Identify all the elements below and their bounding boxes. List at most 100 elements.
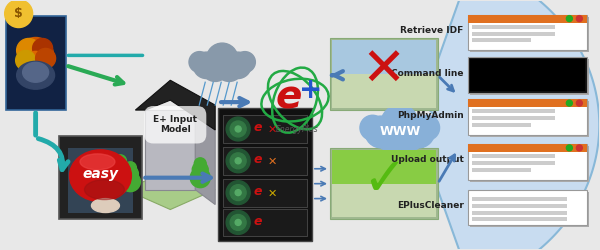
FancyBboxPatch shape bbox=[467, 58, 587, 93]
Text: ✕: ✕ bbox=[268, 125, 277, 135]
Circle shape bbox=[16, 50, 35, 70]
Circle shape bbox=[403, 116, 434, 148]
Circle shape bbox=[415, 115, 440, 140]
FancyBboxPatch shape bbox=[467, 14, 587, 22]
Circle shape bbox=[122, 166, 139, 182]
FancyBboxPatch shape bbox=[68, 148, 133, 212]
Text: ✕: ✕ bbox=[362, 44, 406, 96]
Circle shape bbox=[190, 168, 210, 188]
Circle shape bbox=[235, 52, 256, 72]
Circle shape bbox=[215, 54, 243, 82]
Circle shape bbox=[22, 52, 50, 79]
FancyBboxPatch shape bbox=[470, 59, 589, 95]
Circle shape bbox=[35, 48, 56, 68]
FancyBboxPatch shape bbox=[472, 32, 556, 36]
Text: $: $ bbox=[14, 7, 23, 20]
Circle shape bbox=[566, 145, 572, 151]
Text: e: e bbox=[254, 185, 262, 198]
Circle shape bbox=[235, 126, 241, 132]
FancyBboxPatch shape bbox=[330, 38, 437, 110]
FancyBboxPatch shape bbox=[467, 99, 587, 135]
FancyBboxPatch shape bbox=[472, 24, 556, 28]
Ellipse shape bbox=[70, 150, 131, 202]
Circle shape bbox=[193, 52, 220, 78]
Circle shape bbox=[374, 118, 408, 152]
Circle shape bbox=[577, 16, 583, 22]
FancyBboxPatch shape bbox=[472, 210, 568, 214]
Circle shape bbox=[226, 117, 250, 141]
FancyBboxPatch shape bbox=[332, 150, 436, 184]
Polygon shape bbox=[195, 110, 215, 204]
Ellipse shape bbox=[91, 198, 119, 212]
FancyBboxPatch shape bbox=[470, 16, 589, 52]
FancyBboxPatch shape bbox=[467, 190, 587, 226]
FancyBboxPatch shape bbox=[472, 116, 556, 120]
Text: EPlusCleaner: EPlusCleaner bbox=[397, 201, 464, 210]
FancyBboxPatch shape bbox=[5, 16, 65, 110]
Text: Upload output: Upload output bbox=[391, 155, 464, 164]
FancyBboxPatch shape bbox=[223, 147, 307, 175]
Circle shape bbox=[360, 115, 385, 140]
Circle shape bbox=[226, 210, 250, 234]
Circle shape bbox=[577, 100, 583, 106]
Circle shape bbox=[206, 43, 238, 74]
Text: e: e bbox=[254, 215, 262, 228]
FancyBboxPatch shape bbox=[198, 176, 202, 188]
FancyBboxPatch shape bbox=[218, 108, 312, 241]
Circle shape bbox=[230, 214, 246, 230]
Circle shape bbox=[381, 105, 419, 142]
FancyBboxPatch shape bbox=[332, 40, 436, 108]
FancyBboxPatch shape bbox=[467, 99, 587, 107]
Circle shape bbox=[121, 172, 140, 192]
Circle shape bbox=[391, 118, 425, 152]
FancyBboxPatch shape bbox=[472, 218, 568, 222]
Text: ✓: ✓ bbox=[362, 154, 406, 206]
FancyBboxPatch shape bbox=[472, 154, 556, 158]
Text: easy: easy bbox=[82, 167, 118, 181]
FancyBboxPatch shape bbox=[472, 196, 568, 200]
Circle shape bbox=[194, 158, 206, 170]
FancyBboxPatch shape bbox=[467, 144, 587, 152]
Polygon shape bbox=[422, 0, 599, 250]
Polygon shape bbox=[136, 80, 215, 130]
Ellipse shape bbox=[80, 154, 115, 170]
FancyBboxPatch shape bbox=[467, 144, 587, 180]
FancyBboxPatch shape bbox=[223, 115, 307, 143]
Polygon shape bbox=[145, 110, 195, 190]
Circle shape bbox=[17, 38, 53, 73]
FancyBboxPatch shape bbox=[118, 173, 122, 185]
Ellipse shape bbox=[85, 180, 124, 200]
Circle shape bbox=[230, 121, 246, 137]
Polygon shape bbox=[125, 170, 215, 209]
Text: e: e bbox=[254, 153, 262, 166]
Circle shape bbox=[112, 159, 128, 175]
Circle shape bbox=[577, 145, 583, 151]
Circle shape bbox=[192, 162, 208, 178]
Ellipse shape bbox=[17, 61, 55, 89]
FancyBboxPatch shape bbox=[470, 59, 586, 91]
Text: ✕: ✕ bbox=[268, 157, 277, 167]
Circle shape bbox=[226, 149, 250, 173]
Circle shape bbox=[226, 181, 250, 204]
Text: e: e bbox=[254, 122, 262, 134]
Text: WWW: WWW bbox=[379, 126, 421, 138]
Circle shape bbox=[235, 190, 241, 196]
Circle shape bbox=[365, 116, 397, 148]
Text: e: e bbox=[276, 78, 302, 116]
Circle shape bbox=[230, 185, 246, 200]
FancyBboxPatch shape bbox=[332, 150, 436, 218]
Circle shape bbox=[230, 153, 246, 169]
FancyBboxPatch shape bbox=[330, 148, 437, 220]
FancyBboxPatch shape bbox=[332, 40, 436, 74]
Circle shape bbox=[17, 38, 41, 62]
Text: PhpMyAdmin: PhpMyAdmin bbox=[397, 110, 464, 120]
FancyBboxPatch shape bbox=[223, 179, 307, 206]
FancyBboxPatch shape bbox=[470, 101, 589, 137]
Circle shape bbox=[32, 38, 53, 58]
FancyBboxPatch shape bbox=[467, 14, 587, 51]
Circle shape bbox=[201, 54, 229, 82]
FancyBboxPatch shape bbox=[223, 208, 307, 236]
FancyBboxPatch shape bbox=[472, 168, 532, 172]
Text: E+ Input
Model: E+ Input Model bbox=[153, 115, 197, 134]
Circle shape bbox=[566, 100, 572, 106]
